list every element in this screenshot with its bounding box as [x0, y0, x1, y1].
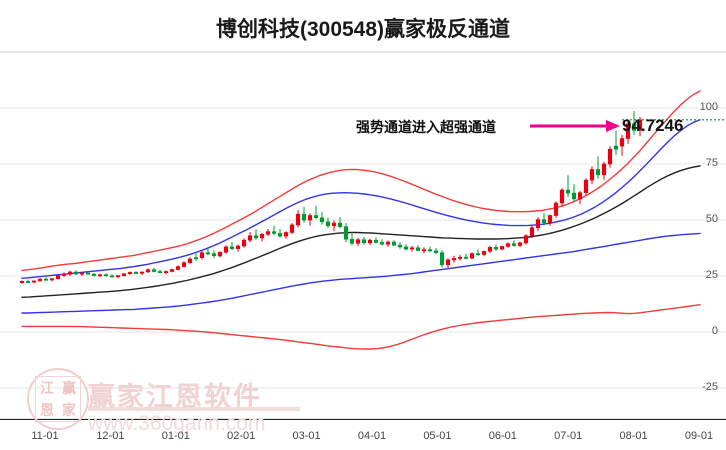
- x-axis-tick-02-01: 02-01: [227, 430, 256, 442]
- channel-lines: [21, 90, 701, 350]
- x-axis-tick-03-01: 03-01: [292, 430, 321, 442]
- candlestick-chart-svg: [0, 52, 726, 420]
- y-axis-tick-100: 100: [699, 101, 718, 113]
- x-axis-tick-08-01: 08-01: [619, 430, 648, 442]
- y-axis-tick-50: 50: [705, 213, 718, 225]
- grid-lines: [0, 52, 726, 389]
- candlestick-series: [19, 111, 643, 284]
- chart-plot-area[interactable]: [0, 52, 726, 420]
- y-axis-tick-25: 25: [705, 269, 718, 281]
- x-axis-tick-09-01: 09-01: [684, 430, 714, 442]
- annotation-label: 强势通道进入超强通道: [356, 119, 496, 135]
- x-axis-tick-06-01: 06-01: [488, 430, 517, 442]
- x-axis-tick-12-01: 12-01: [96, 430, 125, 442]
- x-axis-tick-05-01: 05-01: [423, 430, 452, 442]
- y-axis-tick-75: 75: [705, 157, 718, 169]
- x-axis-tick-07-01: 07-01: [554, 430, 583, 442]
- chart-header: 博创科技(300548)赢家极反通道: [0, 0, 726, 52]
- y-axis-tick--25: -25: [702, 381, 718, 393]
- current-price-label: 94.7246: [622, 116, 684, 135]
- y-axis-tick-0: 0: [711, 325, 718, 337]
- page-title: 博创科技(300548)赢家极反通道: [215, 18, 511, 41]
- x-axis-tick-01-01: 01-01: [161, 430, 190, 442]
- annotation-arrow: [530, 120, 620, 132]
- x-axis: [0, 418, 726, 420]
- x-axis-tick-11-01: 11-01: [31, 430, 59, 442]
- x-axis-tick-04-01: 04-01: [357, 430, 387, 442]
